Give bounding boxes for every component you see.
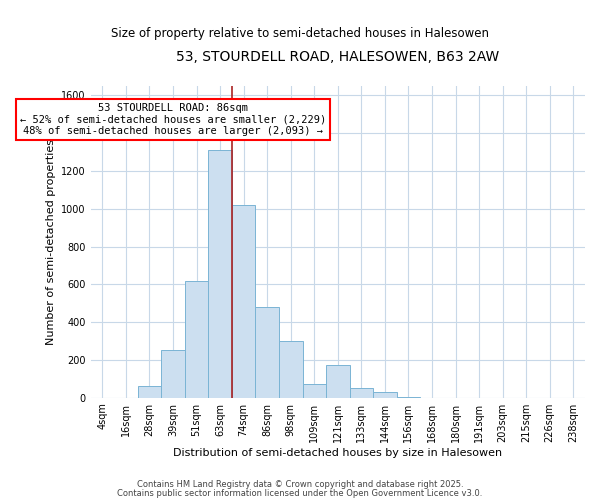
Bar [232,205,256,398]
Text: 53 STOURDELL ROAD: 86sqm
← 52% of semi-detached houses are smaller (2,229)
48% o: 53 STOURDELL ROAD: 86sqm ← 52% of semi-d… [20,103,326,136]
Bar [279,341,302,398]
Bar [326,364,350,398]
Bar [185,280,208,398]
Text: Contains HM Land Registry data © Crown copyright and database right 2025.: Contains HM Land Registry data © Crown c… [137,480,463,489]
Bar [302,384,326,398]
Bar [138,386,161,398]
Bar [397,397,420,398]
Title: 53, STOURDELL ROAD, HALESOWEN, B63 2AW: 53, STOURDELL ROAD, HALESOWEN, B63 2AW [176,50,499,64]
Bar [208,150,232,398]
Y-axis label: Number of semi-detached properties: Number of semi-detached properties [46,139,56,345]
Text: Contains public sector information licensed under the Open Government Licence v3: Contains public sector information licen… [118,488,482,498]
X-axis label: Distribution of semi-detached houses by size in Halesowen: Distribution of semi-detached houses by … [173,448,502,458]
Bar [256,307,279,398]
Bar [350,388,373,398]
Text: Size of property relative to semi-detached houses in Halesowen: Size of property relative to semi-detach… [111,28,489,40]
Bar [373,392,397,398]
Bar [161,350,185,398]
